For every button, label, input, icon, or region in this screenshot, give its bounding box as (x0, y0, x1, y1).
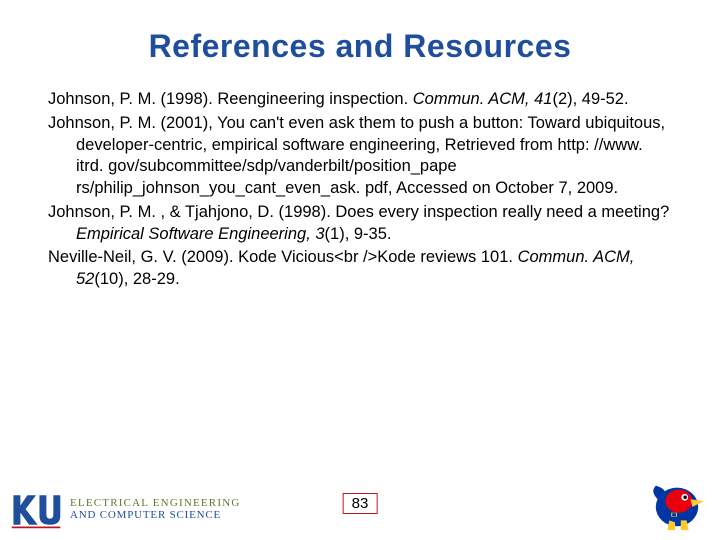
slide-footer: ELECTRICAL ENGINEERING AND COMPUTER SCIE… (0, 472, 720, 540)
ref-text: (2), 49-52. (552, 90, 628, 108)
slide-title: References and Resources (48, 28, 672, 65)
ref-text: (10), 28-29. (94, 270, 179, 288)
slide: References and Resources Johnson, P. M. … (0, 0, 720, 540)
ref-text: Johnson, P. M. (1998). Reengineering ins… (48, 90, 413, 108)
reference-item: Neville-Neil, G. V. (2009). Kode Vicious… (48, 247, 672, 291)
ref-italic: Commun. ACM, 41 (413, 90, 553, 108)
reference-item: Johnson, P. M. (2001), You can't even as… (48, 113, 672, 200)
ku-dept-text: ELECTRICAL ENGINEERING AND COMPUTER SCIE… (70, 498, 241, 521)
dept-line-2: AND COMPUTER SCIENCE (70, 510, 241, 522)
ref-text: Johnson, P. M. (2001), You can't even as… (48, 114, 665, 197)
jayhawk-icon (648, 478, 706, 532)
ref-italic: Empirical Software Engineering, 3 (76, 225, 325, 243)
ref-text: Neville-Neil, G. V. (2009). Kode Vicious… (48, 248, 518, 266)
ku-mark-icon (10, 490, 62, 530)
ku-logo: ELECTRICAL ENGINEERING AND COMPUTER SCIE… (10, 490, 241, 530)
reference-item: Johnson, P. M. (1998). Reengineering ins… (48, 89, 672, 111)
page-number: 83 (343, 493, 378, 514)
ref-text: Johnson, P. M. , & Tjahjono, D. (1998). … (48, 203, 669, 221)
references-list: Johnson, P. M. (1998). Reengineering ins… (48, 89, 672, 291)
reference-item: Johnson, P. M. , & Tjahjono, D. (1998). … (48, 202, 672, 246)
ref-text: (1), 9-35. (325, 225, 392, 243)
